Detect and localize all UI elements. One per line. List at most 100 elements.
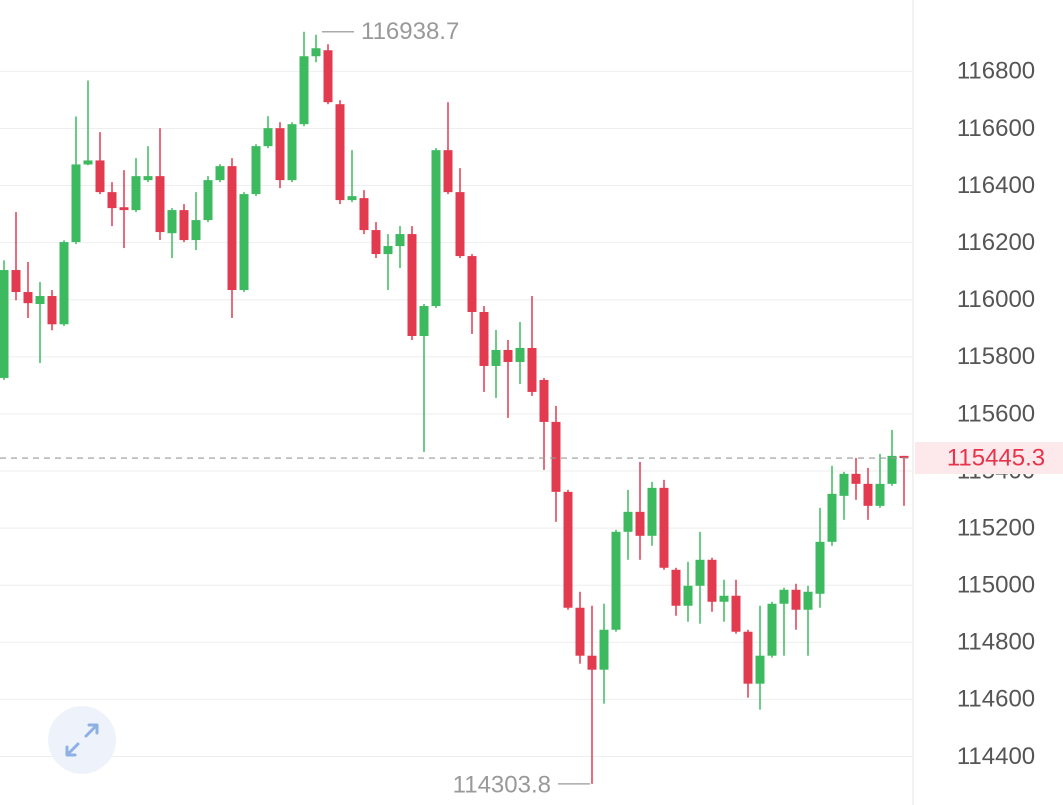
candle-body — [371, 230, 381, 255]
candle-body — [863, 483, 873, 506]
last-price-label: 115445.3 — [947, 444, 1045, 471]
y-tick-label: 116600 — [957, 115, 1035, 142]
last-price-box — [915, 442, 1063, 475]
candle-body — [119, 207, 129, 211]
candle-body — [539, 379, 549, 422]
candle-body — [227, 166, 237, 291]
candle-body — [299, 56, 309, 125]
candle-body — [875, 483, 885, 506]
candles — [0, 31, 909, 784]
candle-body — [479, 312, 489, 366]
candle-body — [503, 349, 513, 362]
candle-body — [191, 220, 201, 241]
candle-body — [419, 306, 429, 336]
candle-body — [647, 487, 657, 536]
candle-body — [35, 296, 45, 305]
y-tick-label: 116200 — [957, 229, 1035, 256]
y-tick-label: 115800 — [957, 343, 1035, 370]
candle-body — [683, 585, 693, 606]
candle-body — [71, 164, 81, 243]
candle-body — [695, 559, 705, 586]
candle-body — [167, 210, 177, 234]
candle-body — [23, 292, 33, 304]
candle-body — [551, 421, 561, 492]
candle-body — [11, 270, 21, 293]
candle-body — [899, 455, 909, 459]
grid: 1144001146001148001150001152001154001156… — [0, 58, 1035, 770]
candle-body — [455, 192, 465, 257]
candle-body — [635, 511, 645, 536]
expand-button[interactable] — [48, 706, 116, 774]
candle-body — [563, 491, 573, 608]
candle-body — [359, 198, 369, 231]
y-tick-label: 114400 — [957, 743, 1035, 770]
candle-body — [719, 595, 729, 602]
candle-body — [791, 589, 801, 610]
candle-body — [839, 473, 849, 496]
candle-body — [275, 128, 285, 181]
candle-body — [203, 180, 213, 221]
candle-body — [707, 559, 717, 602]
candle-body — [431, 150, 441, 307]
overlays: 116938.7 114303.8 115445.3 — [0, 18, 1063, 798]
candle-body — [659, 487, 669, 568]
high-label: 116938.7 — [361, 18, 459, 45]
y-tick-label: 115200 — [957, 514, 1035, 541]
candle-body — [599, 629, 609, 670]
expand-icon[interactable] — [65, 723, 99, 757]
y-tick-label: 116800 — [957, 58, 1035, 85]
low-label: 114303.8 — [453, 771, 551, 798]
y-tick-label: 116000 — [957, 286, 1035, 313]
candle-body — [827, 493, 837, 542]
candle-body — [587, 655, 597, 670]
candle-body — [779, 589, 789, 604]
candle-body — [623, 511, 633, 532]
candle-body — [887, 455, 897, 484]
candle-body — [671, 569, 681, 606]
candle-body — [767, 603, 777, 656]
candle-body — [287, 124, 297, 181]
candle-body — [335, 104, 345, 201]
candle-body — [491, 349, 501, 366]
y-tick-label: 114800 — [957, 629, 1035, 656]
expand-circle[interactable] — [48, 706, 116, 774]
candle-body — [155, 176, 165, 233]
candle-body — [467, 256, 477, 313]
candle-body — [611, 531, 621, 630]
candle-body — [527, 347, 537, 392]
candle-body — [47, 296, 57, 325]
candle-body — [83, 160, 93, 165]
candle-body — [515, 347, 525, 362]
candle-body — [263, 128, 273, 147]
candle-body — [0, 270, 9, 378]
candle-body — [803, 591, 813, 610]
candle-body — [731, 595, 741, 632]
candle-body — [107, 192, 117, 209]
candle-body — [95, 160, 105, 193]
candle-body — [59, 242, 69, 325]
candle-body — [143, 176, 153, 181]
y-tick-label: 115600 — [957, 400, 1035, 427]
candle-body — [407, 234, 417, 336]
candle-body — [851, 473, 861, 484]
candle-body — [251, 146, 261, 195]
y-tick-label: 116400 — [957, 172, 1035, 199]
candle-body — [755, 655, 765, 684]
candle-body — [815, 541, 825, 594]
candle-body — [575, 607, 585, 656]
candle-body — [743, 631, 753, 684]
candle-body — [179, 210, 189, 241]
candle-body — [239, 194, 249, 291]
candle-body — [347, 196, 357, 201]
candle-body — [395, 234, 405, 247]
y-tick-label: 114600 — [957, 686, 1035, 713]
y-tick-label: 115000 — [957, 572, 1035, 599]
candle-body — [383, 246, 393, 255]
candle-body — [323, 50, 333, 103]
candle-body — [443, 150, 453, 193]
candle-body — [215, 166, 225, 181]
candle-body — [131, 176, 141, 211]
candle-body — [311, 48, 321, 57]
